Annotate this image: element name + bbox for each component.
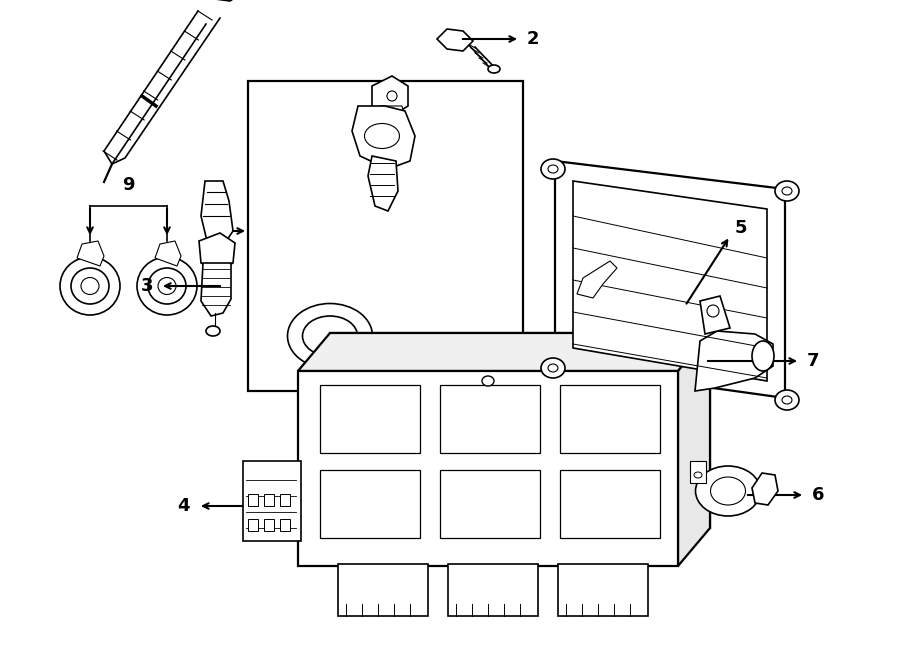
Ellipse shape: [137, 257, 197, 315]
Ellipse shape: [548, 165, 558, 173]
Ellipse shape: [548, 364, 558, 372]
Ellipse shape: [541, 358, 565, 378]
Bar: [248, 519, 258, 531]
Bar: [280, 494, 290, 506]
Ellipse shape: [782, 396, 792, 404]
Bar: [440, 385, 540, 453]
Polygon shape: [201, 263, 231, 316]
Polygon shape: [372, 76, 408, 116]
Text: 6: 6: [812, 486, 824, 504]
Text: 7: 7: [807, 352, 820, 370]
Ellipse shape: [488, 65, 500, 73]
Ellipse shape: [482, 376, 494, 386]
Ellipse shape: [694, 472, 702, 478]
Text: 4: 4: [177, 497, 190, 515]
Bar: [264, 519, 274, 531]
Bar: [338, 564, 428, 616]
Polygon shape: [695, 331, 773, 391]
Polygon shape: [678, 333, 710, 566]
Bar: [264, 494, 274, 506]
Polygon shape: [378, 106, 404, 116]
Polygon shape: [77, 241, 104, 266]
Bar: [280, 519, 290, 531]
Polygon shape: [202, 0, 242, 1]
Bar: [440, 470, 540, 538]
Bar: [560, 385, 660, 453]
Ellipse shape: [541, 159, 565, 179]
Ellipse shape: [696, 466, 760, 516]
Polygon shape: [700, 296, 730, 334]
Bar: [560, 470, 660, 538]
Polygon shape: [199, 233, 235, 271]
Bar: [298, 371, 678, 566]
Ellipse shape: [71, 268, 109, 304]
Text: 3: 3: [140, 277, 153, 295]
Polygon shape: [437, 29, 473, 51]
Ellipse shape: [707, 305, 719, 317]
Ellipse shape: [775, 181, 799, 201]
Ellipse shape: [302, 316, 357, 356]
Text: 1: 1: [205, 222, 218, 240]
Ellipse shape: [710, 477, 745, 505]
Text: 5: 5: [735, 219, 748, 237]
Bar: [320, 470, 420, 538]
Bar: [248, 81, 523, 391]
Ellipse shape: [148, 268, 186, 304]
Text: 9: 9: [122, 176, 134, 194]
Polygon shape: [298, 333, 710, 371]
Bar: [248, 494, 258, 506]
Text: 2: 2: [527, 30, 539, 48]
Ellipse shape: [158, 278, 176, 295]
Ellipse shape: [60, 257, 120, 315]
Polygon shape: [577, 261, 617, 298]
Polygon shape: [352, 106, 415, 169]
Ellipse shape: [752, 341, 774, 371]
Polygon shape: [555, 161, 785, 398]
Polygon shape: [573, 181, 767, 381]
Ellipse shape: [782, 187, 792, 195]
Polygon shape: [368, 156, 398, 211]
Ellipse shape: [775, 390, 799, 410]
Bar: [320, 385, 420, 453]
Polygon shape: [155, 241, 181, 266]
Ellipse shape: [364, 124, 400, 149]
Ellipse shape: [81, 278, 99, 295]
Ellipse shape: [387, 91, 397, 101]
Bar: [690, 461, 706, 483]
Ellipse shape: [206, 326, 220, 336]
Ellipse shape: [287, 303, 373, 368]
Polygon shape: [752, 473, 778, 505]
Bar: [558, 564, 648, 616]
Bar: [448, 564, 538, 616]
Polygon shape: [201, 181, 233, 246]
Bar: [243, 461, 301, 541]
